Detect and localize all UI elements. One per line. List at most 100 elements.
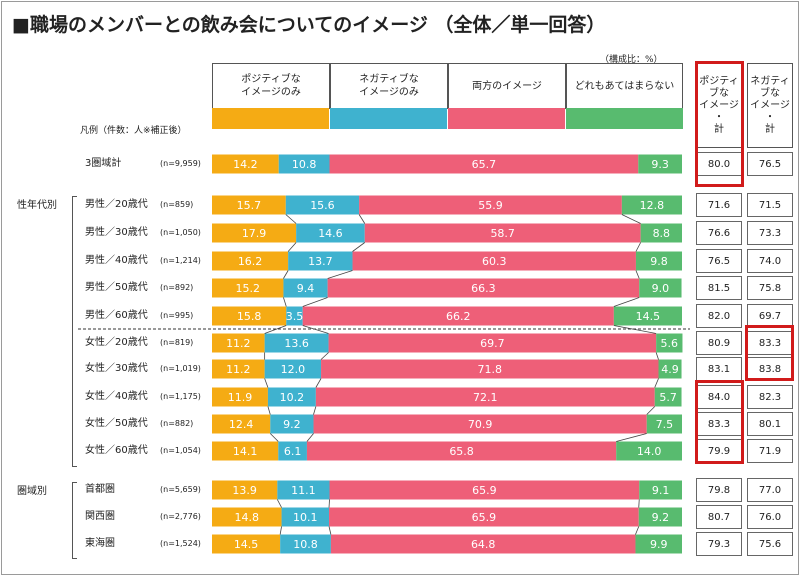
- row-sample-size: (n=9,959): [160, 159, 201, 168]
- header-positive-only: ポジティブな イメージのみ: [212, 63, 330, 109]
- bar-segment-positive: [212, 154, 279, 174]
- row-sample-size: (n=1,175): [160, 392, 201, 401]
- connector-line: [646, 406, 656, 415]
- legend-swatch-both: [448, 108, 565, 129]
- bar-segment-positive: [212, 480, 278, 500]
- data-label: 15.6: [310, 199, 335, 212]
- row-sample-size: (n=859): [160, 200, 194, 209]
- data-label: 13.6: [284, 337, 309, 350]
- connector-line: [320, 352, 329, 360]
- row-sample-size: (n=892): [160, 283, 194, 292]
- data-label: 14.0: [637, 445, 662, 458]
- row-sample-size: (n=2,776): [160, 512, 201, 521]
- bar-segment-neither: [638, 154, 682, 174]
- connector-line: [328, 526, 332, 535]
- bar-segment-negative: [281, 507, 330, 527]
- bar-segment-neither: [635, 251, 682, 271]
- summary-negative-total: 75.6: [747, 532, 793, 556]
- bar-segment-positive: [212, 441, 279, 461]
- connector-line: [302, 325, 329, 334]
- data-label: 66.2: [446, 310, 471, 323]
- summary-negative-total: 76.5: [747, 152, 793, 176]
- data-label: 14.1: [233, 445, 258, 458]
- data-label: 12.8: [640, 199, 665, 212]
- bracket-tick: [72, 558, 77, 559]
- bar-segment-positive: [212, 507, 282, 527]
- bar-segment-both: [330, 534, 636, 554]
- data-label: 9.9: [650, 538, 668, 551]
- connector-line: [269, 433, 279, 442]
- summary-negative-total: 71.5: [747, 193, 793, 217]
- row-label: 男性／50歳代: [85, 282, 148, 293]
- legend-swatch-neither: [566, 108, 683, 129]
- header-both: 両方のイメージ: [448, 63, 566, 109]
- row-sample-size: (n=1,054): [160, 446, 201, 455]
- bar-segment-both: [329, 154, 639, 174]
- header-negative-only: ネガティブな イメージのみ: [330, 63, 448, 109]
- connector-line: [264, 378, 269, 388]
- summary-positive-total: 76.6: [696, 221, 742, 245]
- unit-note: （構成比：%）: [600, 55, 663, 65]
- data-label: 16.2: [238, 255, 263, 268]
- summary-positive-total: 80.9: [696, 331, 742, 355]
- connector-line: [655, 352, 659, 360]
- data-label: 8.8: [653, 227, 671, 240]
- group-label-age: 性年代別: [17, 200, 57, 211]
- connector-line: [276, 499, 282, 508]
- page-title: ■職場のメンバーとの飲み会についてのイメージ （全体／単一回答）: [12, 14, 606, 36]
- summary-negative-total: 80.1: [747, 412, 793, 436]
- legend-caption: 凡例（件数：人※補正後）: [80, 126, 187, 136]
- row-sample-size: (n=819): [160, 338, 194, 347]
- bar-segment-both: [315, 387, 655, 407]
- summary-negative-total: 74.0: [747, 249, 793, 273]
- data-label: 9.2: [283, 418, 301, 431]
- data-label: 9.2: [652, 511, 670, 524]
- data-label: 15.2: [235, 282, 260, 295]
- summary-positive-total: 71.6: [696, 193, 742, 217]
- connector-line: [285, 214, 297, 224]
- bar-segment-neither: [646, 414, 682, 434]
- bar-segment-both: [328, 333, 657, 353]
- bar-segment-neither: [635, 534, 682, 554]
- bar-segment-negative: [264, 333, 329, 353]
- bar-segment-both: [329, 507, 639, 527]
- data-label: 65.7: [472, 158, 497, 171]
- data-label: 7.5: [656, 418, 674, 431]
- connector-line: [613, 325, 657, 334]
- connector-line: [358, 214, 366, 224]
- connector-line: [283, 297, 287, 307]
- summary-positive-total: 81.5: [696, 276, 742, 300]
- bar-segment-positive: [212, 387, 268, 407]
- data-label: 9.0: [652, 282, 670, 295]
- summary-positive-total: 79.8: [696, 478, 742, 502]
- row-label: 女性／40歳代: [85, 391, 148, 402]
- summary-positive-total: 79.3: [696, 532, 742, 556]
- data-label: 55.9: [478, 199, 503, 212]
- connector-line: [635, 270, 640, 279]
- highlight-positive-total: [695, 61, 744, 187]
- bar-segment-neither: [654, 387, 682, 407]
- data-label: 65.8: [449, 445, 474, 458]
- bar-segment-positive: [212, 333, 265, 353]
- connector-line: [654, 378, 659, 388]
- row-sample-size: (n=1,214): [160, 256, 201, 265]
- row-sample-size: (n=1,524): [160, 539, 201, 548]
- bar-segment-both: [352, 251, 636, 271]
- data-label: 9.4: [297, 282, 315, 295]
- bar-segment-positive: [212, 251, 289, 271]
- data-label: 66.3: [471, 282, 496, 295]
- bracket-tick: [72, 196, 77, 197]
- connector-line: [302, 297, 328, 307]
- bar-segment-negative: [283, 278, 328, 298]
- data-label: 14.8: [235, 511, 260, 524]
- data-label: 11.1: [291, 484, 316, 497]
- summary-negative-total: 83.8: [747, 357, 793, 381]
- bar-segment-negative: [286, 306, 303, 326]
- bar-segment-negative: [285, 195, 360, 215]
- connector-line: [315, 378, 322, 388]
- bar-segment-both: [313, 414, 647, 434]
- bar-segment-both: [364, 223, 641, 243]
- bar-segment-positive: [212, 306, 287, 326]
- bar-segment-negative: [296, 223, 365, 243]
